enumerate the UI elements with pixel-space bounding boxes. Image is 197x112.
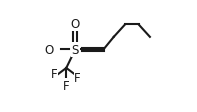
Text: O: O	[71, 18, 80, 31]
Text: O: O	[45, 43, 54, 56]
Text: F: F	[74, 71, 81, 84]
Text: F: F	[51, 67, 57, 80]
Text: S: S	[72, 43, 79, 56]
Text: F: F	[63, 79, 70, 92]
